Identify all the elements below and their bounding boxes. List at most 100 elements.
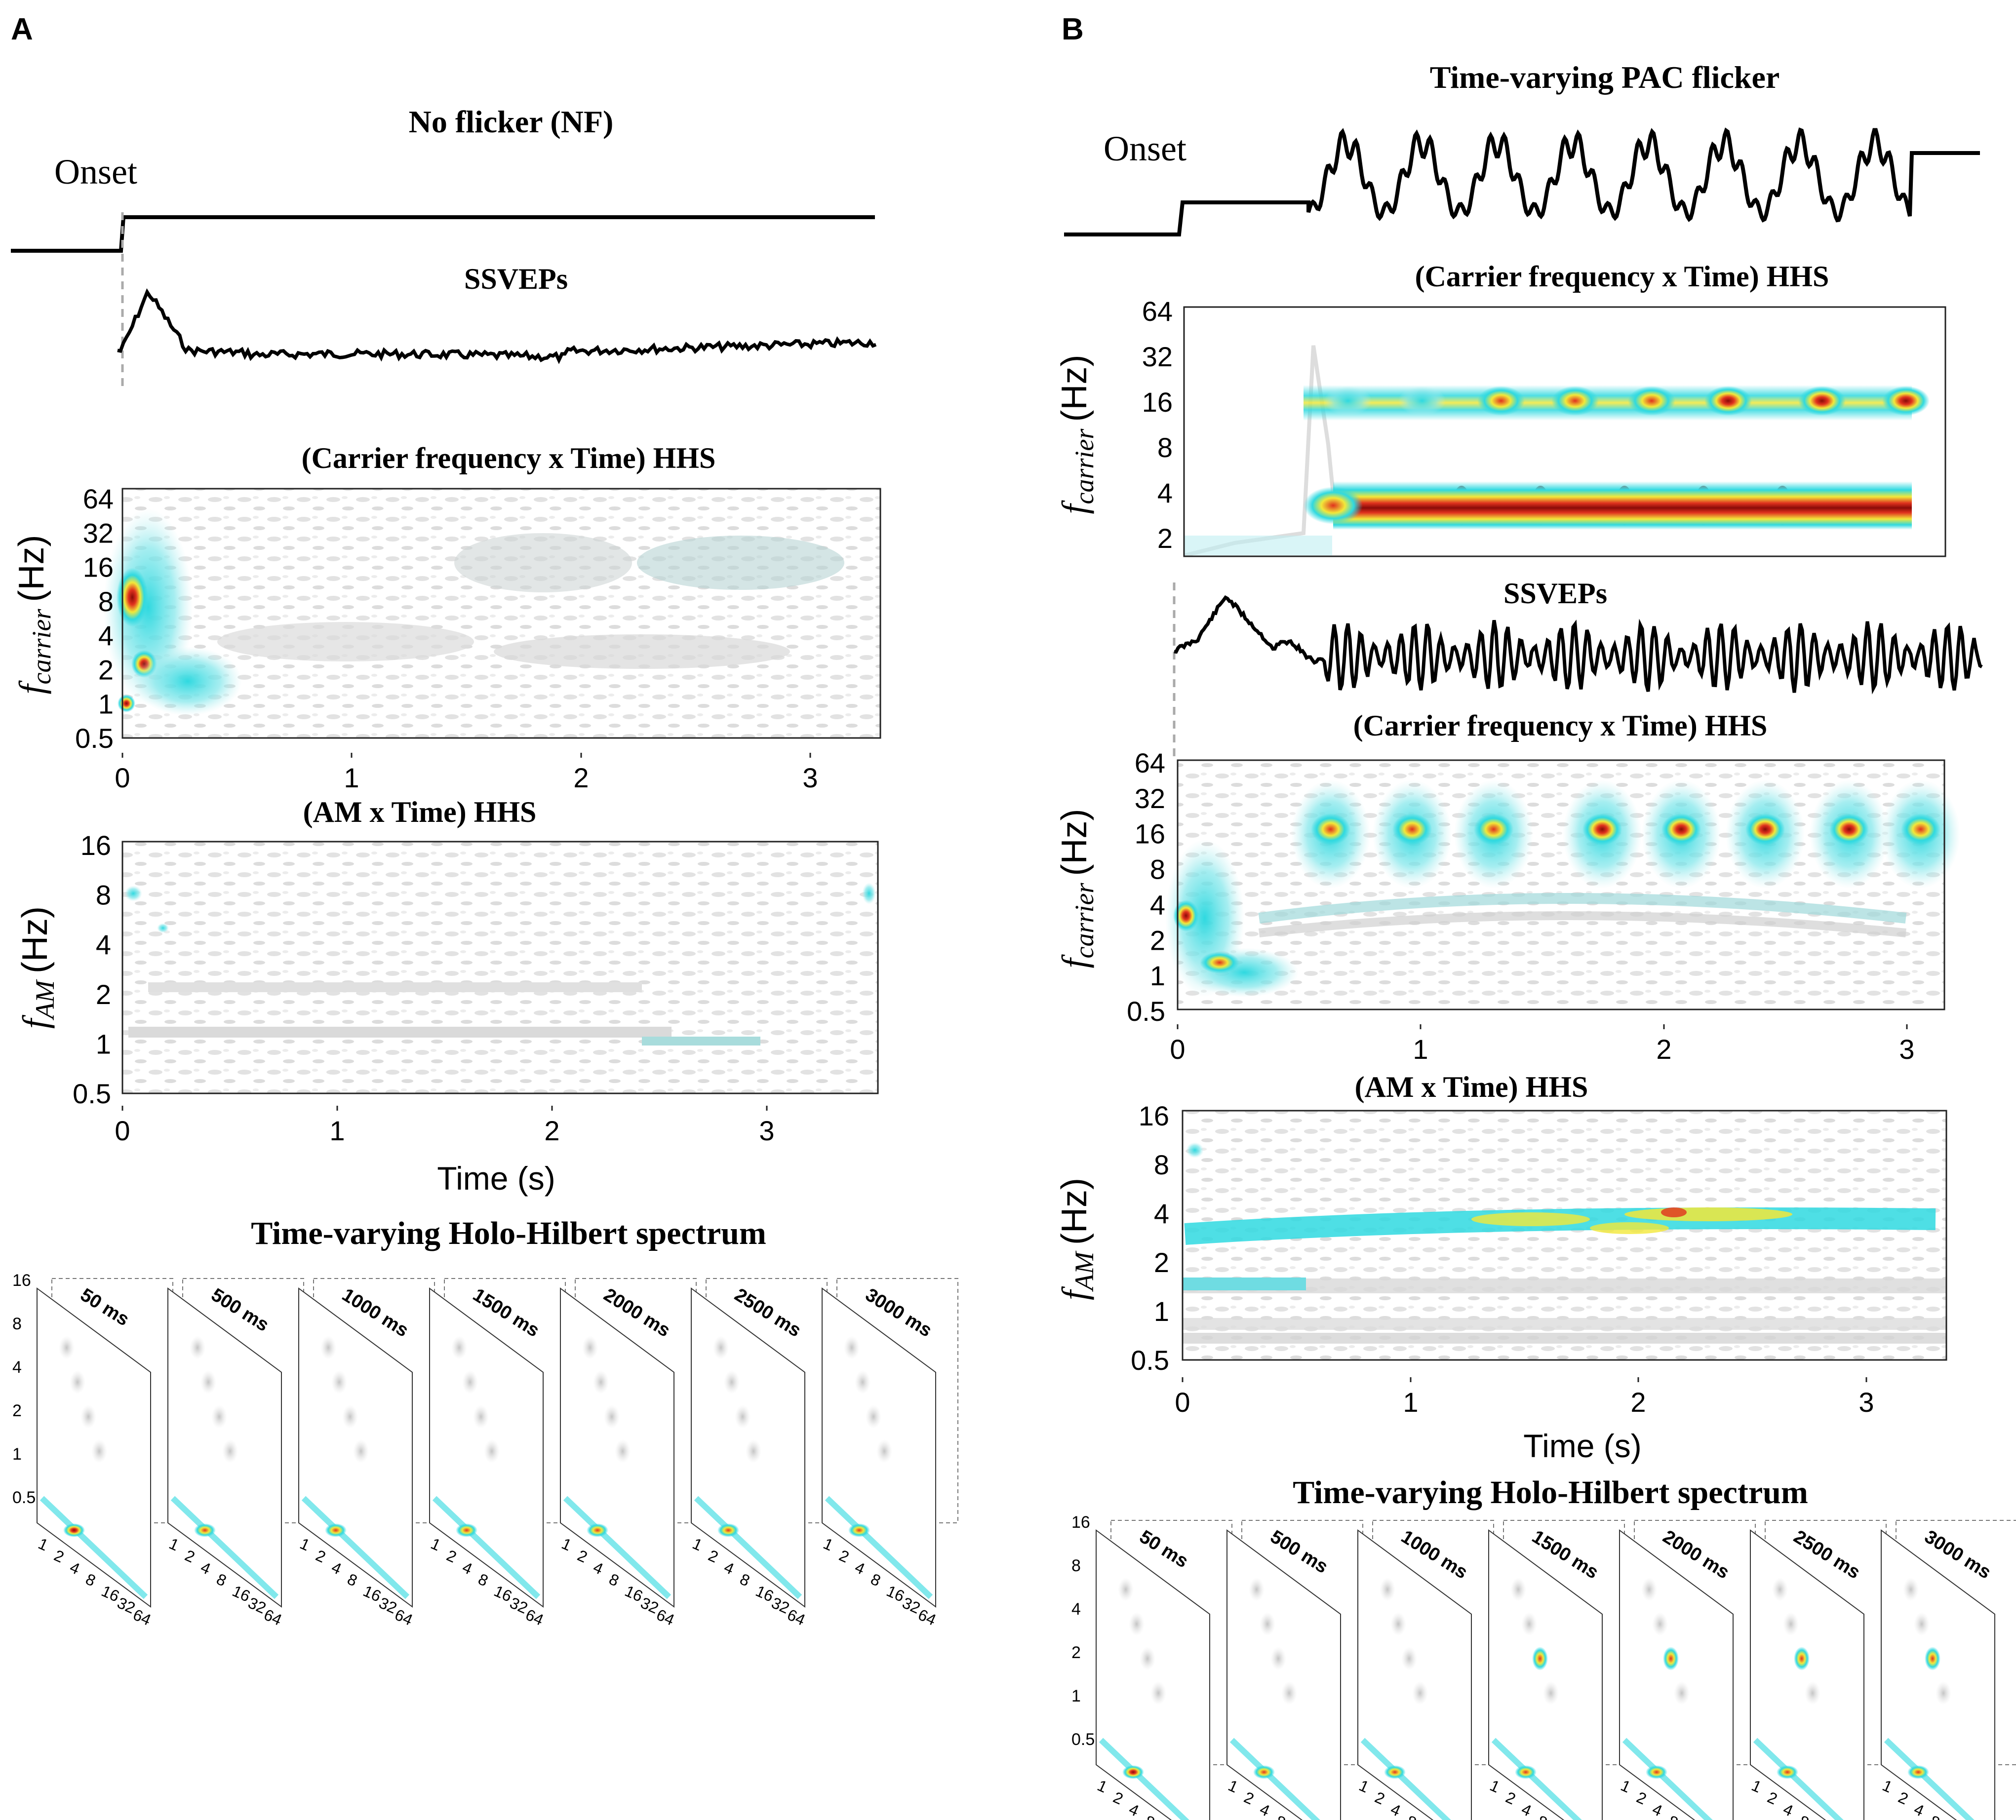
holo-cube-peak [587, 1523, 608, 1537]
holo-cube-blob [1390, 1612, 1406, 1636]
panel-a-carrier-x-tick-3: 3 [802, 762, 818, 793]
holo-cube-blob [582, 1336, 598, 1359]
holo-cube-face [1619, 1529, 1734, 1820]
holo-cube-peak [1777, 1765, 1798, 1779]
holo-cube-peak [848, 1523, 870, 1537]
panel-b-carrier-y-tick-64: 64 [1135, 747, 1165, 778]
panel-a-carrier-xaxis: 0 1 2 3 [115, 753, 818, 793]
holo-cube-xtick: 4 [1650, 1800, 1665, 1820]
holo-cube-blob [1281, 1681, 1297, 1705]
holo-cube-xtick: 4 [198, 1558, 213, 1578]
holo-cube-xtick: 4 [591, 1558, 606, 1578]
holo-cube-diagonal [1491, 1738, 1582, 1820]
holo-cube-blob [1783, 1612, 1799, 1636]
panel-b-carrier-y-tick-2: 2 [1150, 925, 1165, 956]
panel-b-label: B [1062, 12, 1084, 46]
panel-a-stimulus-trace [11, 215, 875, 253]
holo-cube-xtick: 2 [1372, 1788, 1387, 1808]
panel-a-carrier-heatmap [104, 488, 881, 739]
holo-cube-face [1488, 1529, 1603, 1820]
holo-cube-xtick: 8 [1142, 1812, 1157, 1820]
holo-cube-xtick: 2 [706, 1547, 721, 1566]
panel-b-am-x-tick-0: 0 [1175, 1387, 1190, 1418]
holo-cube-face [1357, 1529, 1472, 1820]
holo-cube-peak [325, 1523, 347, 1537]
holo-cube-blob [1150, 1681, 1166, 1705]
stim-16hz-spot [1882, 386, 1930, 416]
holo-cube-xtick: 8 [1535, 1812, 1550, 1820]
holo-cube-peak [1907, 1765, 1929, 1779]
holo-cube-blob [735, 1405, 751, 1429]
holo-cube-blob [844, 1336, 860, 1359]
holo-cube-xtick: 8 [475, 1570, 491, 1590]
carrier-b-spot [1582, 813, 1622, 845]
holo-cube-xtick: 8 [868, 1570, 883, 1590]
holo-cube-diagonal [825, 1496, 933, 1599]
holo-ytick-4: 4 [1071, 1600, 1081, 1619]
panel-b: B Time-varying PAC flicker Onset (Carrie… [1055, 12, 2016, 1820]
panel-b-stimulus-trace [1064, 127, 1980, 236]
holo-cube-peak [1646, 1765, 1667, 1779]
holo-cube-peak [194, 1523, 216, 1537]
holo-cube-blob [1674, 1681, 1690, 1705]
holo-cube-blob [1772, 1578, 1788, 1601]
holo-cube-xtick: 1 [36, 1535, 51, 1554]
holo-cube-xtick: 2 [1241, 1788, 1257, 1808]
panel-b-holo-title: Time-varying Holo-Hilbert spectrum [1293, 1474, 1808, 1510]
holo-cube-xtick: 4 [67, 1558, 82, 1578]
holo-cube-xtick: 8 [1927, 1812, 1942, 1820]
panel-a-carrier-y-tick-4: 4 [98, 620, 114, 651]
panel-b-carrier-y-tick-0.5: 0.5 [1127, 996, 1165, 1027]
holo-cube-blob [1412, 1681, 1428, 1705]
panel-a-am-x-tick-1: 1 [329, 1115, 345, 1146]
holo-cube-diagonal [563, 1496, 672, 1599]
holo-cube-xtick: 1 [1487, 1777, 1502, 1796]
holo-cube-xtick: 1 [1225, 1777, 1241, 1796]
holo-cube-xtick: 8 [214, 1570, 229, 1590]
holo-cube-xtick: 1 [166, 1535, 182, 1554]
holo-cube-xtick: 4 [329, 1558, 344, 1578]
panel-a-am-ylabel: fAM(Hz) [15, 906, 60, 1029]
holo-cube-xtick: 4 [1780, 1800, 1796, 1820]
holo-ytick-2: 2 [1071, 1643, 1081, 1662]
holo-cube-diagonal [1884, 1738, 1975, 1820]
holo-cube-blob [1903, 1578, 1919, 1601]
holo-cube-peak [1122, 1765, 1144, 1779]
holo-cube-xtick: 1 [690, 1535, 705, 1554]
holo-cube-xtick: 8 [83, 1570, 98, 1590]
holo-cube-blob [1663, 1647, 1679, 1670]
holo-cube-xtick: 8 [1796, 1812, 1812, 1820]
panel-a-am-heatmap [121, 841, 879, 1094]
holo-ytick-8: 8 [12, 1315, 22, 1333]
holo-cube-xtick: 4 [1911, 1800, 1927, 1820]
holo-ytick-2: 2 [12, 1401, 22, 1420]
panel-b-carrier-x-tick-3: 3 [1899, 1034, 1914, 1065]
holo-cube-blob [1543, 1681, 1559, 1705]
panel-b-carrier-title: (Carrier frequency x Time) HHS [1353, 709, 1768, 742]
holo-cube-xtick: 2 [575, 1547, 590, 1566]
carrier-b-spot [1901, 813, 1940, 845]
holo-cube-peak [717, 1523, 739, 1537]
holo-cube-xtick: 2 [1765, 1788, 1780, 1808]
holo-cube-xtick: 4 [721, 1558, 737, 1578]
holo-cube-xtick: 2 [1896, 1788, 1911, 1808]
holo-ytick-8: 8 [1071, 1556, 1081, 1575]
holo-cube-blob [91, 1439, 107, 1463]
holo-cube-peak [456, 1523, 477, 1537]
panel-b-ssvep-trace [1174, 595, 1983, 695]
holo-cube-xtick: 2 [1634, 1788, 1649, 1808]
holo-cube-blob [1805, 1681, 1820, 1705]
panel-b-carrier-x-tick-1: 1 [1413, 1034, 1428, 1065]
panel-b-am-yaxis: 16 8 4 2 1 0.5 [1131, 1100, 1169, 1376]
holo-cube-blob [211, 1405, 227, 1429]
holo-cube-xtick: 8 [345, 1570, 360, 1590]
holo-cube-blob [746, 1439, 761, 1463]
holo-cube-blob [1129, 1612, 1145, 1636]
